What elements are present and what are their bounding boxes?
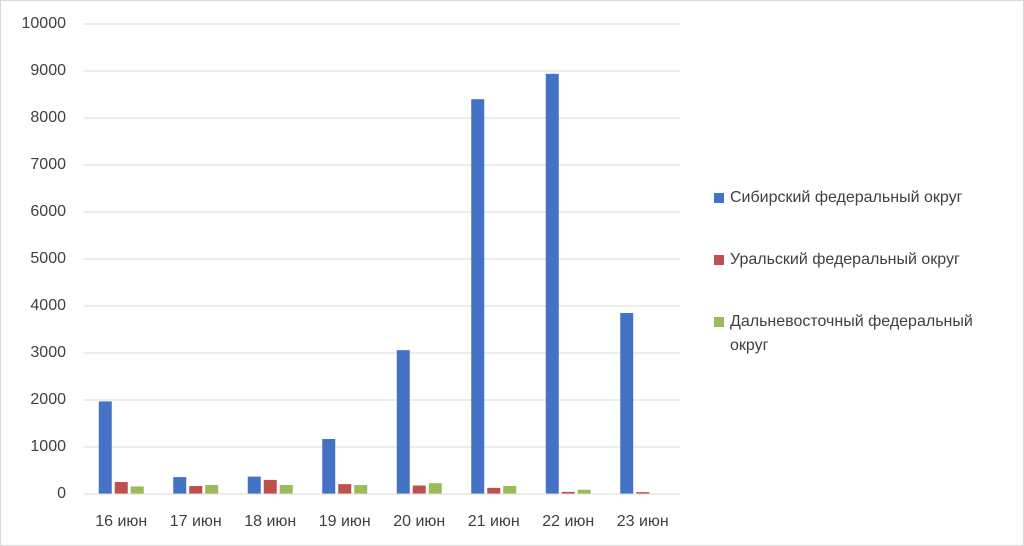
x-tick-label: 21 июн: [468, 513, 520, 530]
bar: [636, 492, 650, 494]
bar: [577, 489, 591, 494]
legend-entry: Сибирский федеральный округ: [714, 186, 1014, 210]
bar: [545, 73, 559, 494]
x-tick-label: 16 июн: [95, 513, 147, 530]
legend-entry: Уральский федеральный округ: [714, 248, 1014, 272]
y-tick-label: 4000: [30, 297, 66, 314]
y-tick-label: 7000: [30, 156, 66, 173]
bar: [114, 482, 128, 494]
y-tick-label: 6000: [30, 203, 66, 220]
y-tick-label: 1000: [30, 438, 66, 455]
x-tick-label: 18 июн: [244, 513, 296, 530]
x-tick-label: 23 июн: [617, 513, 669, 530]
y-tick-label: 0: [57, 485, 66, 502]
bar: [189, 486, 203, 494]
bar: [354, 485, 368, 494]
x-tick-label: 20 июн: [393, 513, 445, 530]
bar: [322, 439, 336, 494]
legend-label: Дальневосточный федеральный округ: [730, 313, 973, 354]
bar: [503, 486, 517, 494]
legend: Сибирский федеральный округ Уральский фед…: [714, 186, 1014, 396]
bar: [338, 484, 352, 494]
bar: [620, 313, 634, 494]
y-tick-label: 2000: [30, 391, 66, 408]
bar: [247, 476, 261, 494]
x-tick-label: 19 июн: [319, 513, 371, 530]
legend-swatch: [714, 255, 724, 265]
y-tick-label: 10000: [22, 15, 67, 32]
legend-swatch: [714, 193, 724, 203]
bar: [396, 350, 410, 494]
bar: [487, 487, 501, 494]
bar: [173, 477, 187, 494]
y-tick-label: 5000: [30, 250, 66, 267]
bar: [263, 479, 277, 494]
bar: [279, 485, 293, 494]
legend-swatch: [714, 317, 724, 327]
legend-entry: Дальневосточный федеральный округ: [714, 310, 1014, 358]
bar: [561, 491, 575, 494]
y-tick-label: 9000: [30, 62, 66, 79]
bar: [98, 401, 112, 494]
bar: [428, 483, 442, 494]
bar: [471, 99, 485, 494]
legend-label: Сибирский федеральный округ: [730, 189, 963, 206]
bar: [130, 486, 144, 494]
x-tick-label: 17 июн: [170, 513, 222, 530]
legend-label: Уральский федеральный округ: [730, 251, 960, 268]
bar: [412, 485, 426, 494]
y-tick-label: 3000: [30, 344, 66, 361]
x-tick-label: 22 июн: [542, 513, 594, 530]
y-tick-label: 8000: [30, 109, 66, 126]
bar: [205, 485, 219, 494]
